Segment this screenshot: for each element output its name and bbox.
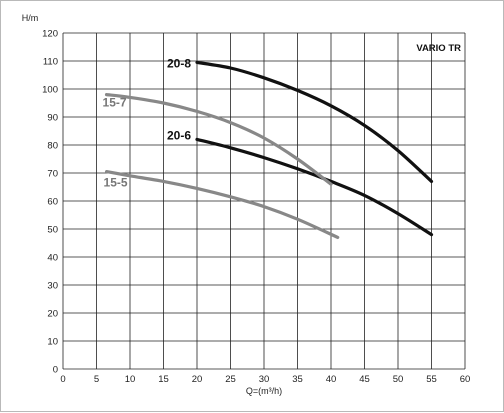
x-axis-label: Q=(m³/h) [246,386,282,396]
y-tick-label: 50 [47,225,58,236]
y-axis-label: H/m [22,13,39,23]
x-tick-label: 0 [60,374,65,385]
y-tick-label: 20 [47,309,58,320]
x-tick-label: 35 [292,374,303,385]
y-tick-label: 70 [47,169,58,180]
y-tick-label: 10 [47,337,58,348]
y-tick-label: 30 [47,281,58,292]
y-tick-label: 120 [42,29,58,40]
x-tick-label: 25 [225,374,236,385]
y-tick-label: 60 [47,197,58,208]
curve-label-15-5: 15-5 [104,176,128,190]
x-tick-label: 40 [326,374,337,385]
x-tick-label: 30 [259,374,270,385]
curve-15-5 [104,170,340,239]
curve-label-20-8: 20-8 [167,56,191,70]
x-tick-label: 5 [94,374,99,385]
x-tick-label: 20 [192,374,203,385]
x-tick-label: 50 [393,374,404,385]
y-tick-label: 80 [47,141,58,152]
curve-20-6 [195,137,434,237]
x-tick-label: 55 [426,374,437,385]
y-tick-label: 90 [47,113,58,124]
brand-label: VARIO TR [416,43,461,54]
x-tick-label: 15 [158,374,169,385]
y-tick-label: 0 [53,365,58,376]
x-tick-label: 10 [125,374,136,385]
x-tick-label: 45 [359,374,370,385]
curve-15-7 [104,93,333,186]
curve-20-8 [195,60,434,183]
y-tick-label: 40 [47,253,58,264]
y-tick-label: 100 [42,85,58,96]
x-tick-label: 60 [460,374,471,385]
curve-label-20-6: 20-6 [167,128,191,142]
y-tick-label: 110 [43,57,58,68]
curve-label-15-7: 15-7 [103,96,127,110]
